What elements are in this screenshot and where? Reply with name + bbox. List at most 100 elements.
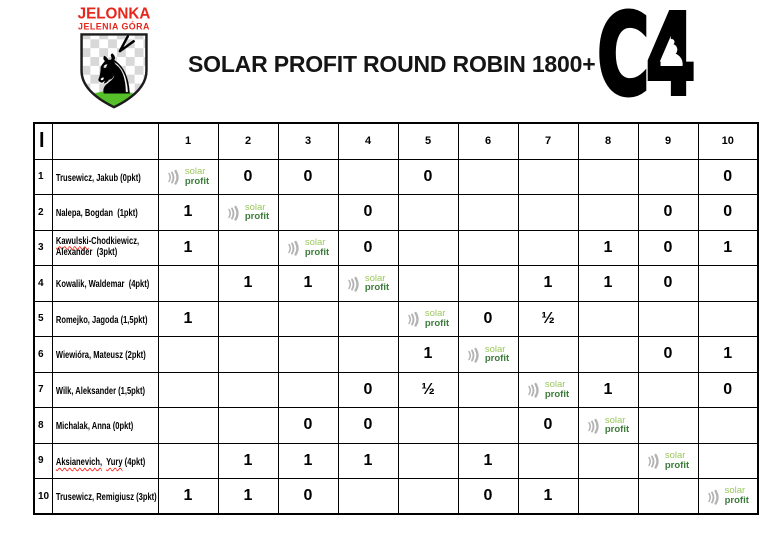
name-text xyxy=(102,456,106,468)
result-cell xyxy=(157,371,219,408)
result-cell: 0 xyxy=(337,371,399,408)
result-cell: 1 xyxy=(517,265,579,302)
round-header-4: 4 xyxy=(337,122,399,160)
corner-header: l xyxy=(33,122,53,160)
solar-word: solar xyxy=(304,237,326,248)
solar-profit-logo: solar profit xyxy=(159,167,217,187)
round-header-7: 7 xyxy=(517,122,579,160)
profit-word: profit xyxy=(544,388,570,400)
result-cell: 1 xyxy=(157,300,219,337)
result-cell xyxy=(217,371,279,408)
result-cell xyxy=(457,265,519,302)
solar-profit-cell: solar profit xyxy=(577,407,639,444)
player-number: 5 xyxy=(33,300,53,337)
solar-profit-icon xyxy=(348,276,359,292)
player-number: 9 xyxy=(33,442,53,479)
solar-word: solar xyxy=(604,414,626,426)
result-cell xyxy=(577,478,639,515)
player-name-cell: Wilk, Aleksander (1,5pkt) xyxy=(51,371,159,408)
result-cell: 0 xyxy=(637,336,699,373)
result-cell: 1 xyxy=(217,442,279,479)
shield-border xyxy=(80,33,148,109)
solar-profit-cell: solar profit xyxy=(277,229,339,266)
result-cell xyxy=(277,194,339,231)
result-cell: 1 xyxy=(217,265,279,302)
solar-profit-logo: solar profit xyxy=(279,237,337,258)
result-cell xyxy=(157,336,219,373)
profit-word: profit xyxy=(184,175,210,187)
result-cell: 0 xyxy=(637,229,699,266)
solar-profit-logo: solar profit xyxy=(339,274,397,292)
result-cell xyxy=(577,158,639,195)
header-row: l 1 2 3 4 5 6 7 8 9 10 xyxy=(33,122,759,160)
player-name-cell: Trusewicz, Jakub (0pkt) xyxy=(51,158,159,195)
solar-profit-cell: solar profit xyxy=(697,478,759,515)
result-cell: 1 xyxy=(277,442,339,479)
player-name: Romejko, Jagoda (1,5pkt) xyxy=(53,314,147,327)
player-name-cell: Aksianevich, Yury (4pkt) xyxy=(51,442,159,479)
result-cell: 1 xyxy=(577,229,639,266)
round-header-9: 9 xyxy=(637,122,699,160)
name-text: Trusewicz, Remigiusz (3pkt) xyxy=(55,491,157,503)
result-cell xyxy=(217,229,279,266)
solar-word: solar xyxy=(664,450,686,461)
misspelled-word: Yury xyxy=(105,455,123,468)
solar-word: solar xyxy=(724,485,746,497)
result-cell xyxy=(337,300,399,337)
table-row: 10 Trusewicz, Remigiusz (3pkt) 1 1 0 0 1 solar… xyxy=(33,478,759,515)
result-cell: 0 xyxy=(217,158,279,195)
table-row: 8 Michalak, Anna (0pkt) 0 0 0 solar profit xyxy=(33,407,759,444)
result-cell xyxy=(157,265,219,302)
table-row: 4 Kowalik, Waldemar (4pkt) 1 1 solar profit… xyxy=(33,265,759,302)
round-header-10: 10 xyxy=(697,122,759,160)
solar-profit-cell: solar profit xyxy=(517,371,579,408)
solar-profit-wordmark: solar profit xyxy=(425,309,449,328)
name-text: Wilk, Aleksander (1,5pkt) xyxy=(55,384,145,397)
result-cell xyxy=(457,158,519,195)
solar-profit-logo: solar profit xyxy=(399,309,457,328)
result-cell xyxy=(697,442,759,479)
player-name: Wiewióra, Mateusz (2pkt) xyxy=(53,350,145,362)
result-cell xyxy=(217,300,279,337)
solar-profit-logo: solar profit xyxy=(579,414,637,434)
table-row: 3 Kawulski-Chodkiewicz, Alexander (3pkt) 1 … xyxy=(33,229,759,266)
solar-profit-icon xyxy=(408,312,419,327)
result-cell xyxy=(577,442,639,479)
page-title: SOLAR PROFIT ROUND ROBIN 1800+ xyxy=(188,51,596,77)
solar-word: solar xyxy=(544,379,566,390)
profit-word: profit xyxy=(724,494,749,506)
result-cell xyxy=(577,336,639,373)
profit-word: profit xyxy=(304,246,330,258)
result-cell xyxy=(637,158,699,195)
player-name: Wilk, Aleksander (1,5pkt) xyxy=(53,384,145,398)
solar-profit-logo: solar profit xyxy=(699,485,757,506)
result-cell xyxy=(517,336,579,373)
solar-profit-cell: solar profit xyxy=(157,158,219,195)
player-name-cell: Nalepa, Bogdan (1pkt) xyxy=(51,194,159,231)
result-cell xyxy=(397,478,459,515)
name-column-header xyxy=(51,122,159,160)
name-text: -Chodkiewicz, xyxy=(88,234,139,247)
player-name-cell: Kawulski-Chodkiewicz, Alexander (3pkt) xyxy=(51,229,159,266)
solar-word: solar xyxy=(244,201,266,213)
player-number: 1 xyxy=(33,158,53,195)
result-cell xyxy=(577,194,639,231)
result-cell xyxy=(397,229,459,266)
name-text: (4pkt) xyxy=(122,455,145,468)
solar-profit-icon xyxy=(228,205,239,221)
player-number: 10 xyxy=(33,478,53,515)
club-name-line2: JELENIA GÓRA xyxy=(78,21,150,32)
player-number: 4 xyxy=(33,265,53,302)
result-cell xyxy=(517,229,579,266)
result-cell: 0 xyxy=(697,158,759,195)
player-number: 7 xyxy=(33,371,53,408)
result-cell: 1 xyxy=(157,229,219,266)
solar-word: solar xyxy=(484,343,506,355)
result-cell xyxy=(397,407,459,444)
result-cell xyxy=(517,442,579,479)
solar-profit-cell: solar profit xyxy=(397,300,459,337)
result-cell: 0 xyxy=(397,158,459,195)
result-cell: 0 xyxy=(337,407,399,444)
player-name-cell: Wiewióra, Mateusz (2pkt) xyxy=(51,336,159,373)
